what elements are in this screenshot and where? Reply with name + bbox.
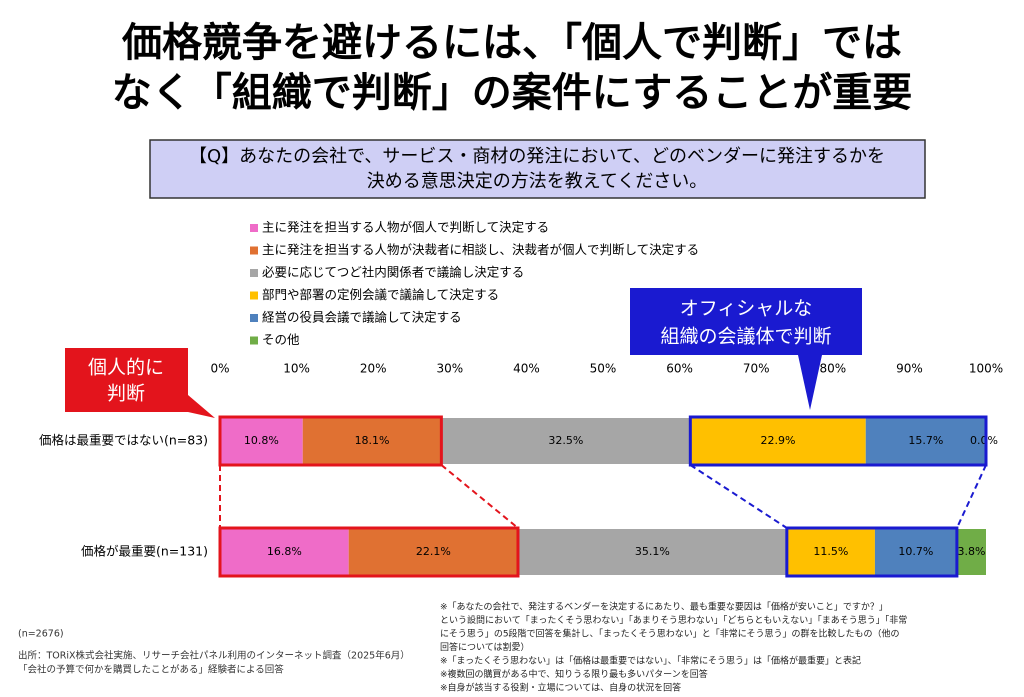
legend-label: 主に発注を担当する人物が個人で判断して決定する: [262, 220, 549, 235]
bar-segment: [220, 529, 349, 575]
bar-segment: [348, 529, 518, 575]
value-label: 15.7%: [908, 434, 943, 447]
legend-label: 部門や部署の定例会議で議論して決定する: [262, 287, 499, 302]
legend-swatch: [250, 314, 258, 322]
category-label: 価格が最重要(n=131): [81, 544, 208, 559]
annotation: 判断: [107, 383, 145, 405]
x-tick-label: 100%: [969, 362, 1003, 376]
x-tick-label: 50%: [590, 362, 617, 376]
source: 「会社の予算で何かを購買したことがある」経験者による回答: [18, 664, 284, 676]
x-tick-label: 90%: [896, 362, 923, 376]
highlight-box: [218, 415, 443, 467]
value-label: 3.8%: [957, 545, 985, 558]
legend-swatch: [250, 269, 258, 277]
bar-segment: [786, 529, 875, 575]
connector: [955, 464, 987, 529]
legend-label: 必要に応じてつど社内関係者で議論し決定する: [262, 265, 524, 280]
bar-segment: [690, 418, 866, 464]
annotation: 組織の会議体で判断: [660, 326, 831, 348]
value-label: 35.1%: [635, 545, 670, 558]
question-box: [149, 139, 926, 199]
sample-size: (n=2676): [18, 629, 64, 640]
note: にそう思う」の5段階で回答を集計し、「まったくそう思わない」と「非常にそう思う」…: [440, 628, 900, 640]
bar-segment: [302, 418, 442, 464]
bar-segment: [441, 418, 691, 464]
chart-title: なく「組織で判断」の案件にすることが重要: [112, 70, 912, 116]
legend-swatch: [250, 291, 258, 300]
bar-segment: [517, 529, 787, 575]
highlight-box: [785, 526, 959, 578]
connector: [440, 464, 519, 529]
x-tick-label: 40%: [513, 362, 540, 376]
legend-swatch: [250, 224, 258, 232]
x-tick-label: 0%: [210, 362, 229, 376]
annotation: 個人的に: [88, 357, 164, 379]
connector: [689, 464, 788, 529]
legend-label: 経営の役員会議で議論して決定する: [262, 310, 462, 325]
x-tick-label: 60%: [666, 362, 693, 376]
note: ※複数回の購買がある中で、知りうる限り最も多いパターンを回答: [440, 668, 708, 680]
category-label: 価格は最重要ではない(n=83): [39, 433, 208, 448]
question: 決める意思決定の方法を教えてください。: [367, 171, 708, 192]
x-tick-label: 70%: [743, 362, 770, 376]
source: 出所：TORiX株式会社実施、リサーチ会社パネル利用のインターネット調査（202…: [18, 650, 410, 662]
value-label: 0.0%: [970, 434, 998, 447]
legend-swatch: [250, 336, 258, 345]
value-label: 18.1%: [355, 434, 390, 447]
bar-segment: [956, 529, 986, 575]
legend-swatch: [250, 246, 258, 255]
value-label: 10.8%: [244, 434, 279, 447]
value-label: 10.7%: [898, 545, 933, 558]
bar-segment: [220, 418, 303, 464]
x-tick-label: 20%: [360, 362, 387, 376]
x-tick-label: 10%: [283, 362, 310, 376]
note: ※「まったくそう思わない」は「価格は最重要ではない」、「非常にそう思う」は「価格…: [440, 655, 861, 667]
annotation: オフィシャルな: [680, 298, 813, 320]
annotation-box: [65, 348, 215, 418]
legend-label: その他: [262, 332, 300, 347]
note: 回答については割愛）: [440, 641, 530, 653]
value-label: 22.1%: [416, 545, 451, 558]
bar-segment: [865, 418, 986, 464]
x-tick-label: 80%: [819, 362, 846, 376]
x-tick-label: 30%: [436, 362, 463, 376]
value-label: 22.9%: [761, 434, 796, 447]
value-label: 32.5%: [548, 434, 583, 447]
value-label: 16.8%: [267, 545, 302, 558]
note: ※自身が該当する役割・立場については、自身の状況を回答: [440, 682, 681, 694]
highlight-box: [688, 415, 988, 467]
highlight-box: [218, 526, 520, 578]
value-label: 11.5%: [813, 545, 848, 558]
bar-segment: [874, 529, 957, 575]
legend-label: 主に発注を担当する人物が決裁者に相談し、決裁者が個人で判断して決定する: [262, 242, 699, 257]
chart-title: 価格競争を避けるには、「個人で判断」では: [121, 20, 902, 66]
question: 【Q】あなたの会社で、サービス・商材の発注において、どのベンダーに発注するかを: [189, 146, 885, 167]
note: という設問において「まったくそう思わない」「あまりそう思わない」「どちらともいえ…: [440, 614, 907, 626]
annotation-box: [630, 288, 862, 410]
note: ※「あなたの会社で、発注するベンダーを決定するにあたり、最も重要な要因は「価格が…: [440, 601, 888, 613]
